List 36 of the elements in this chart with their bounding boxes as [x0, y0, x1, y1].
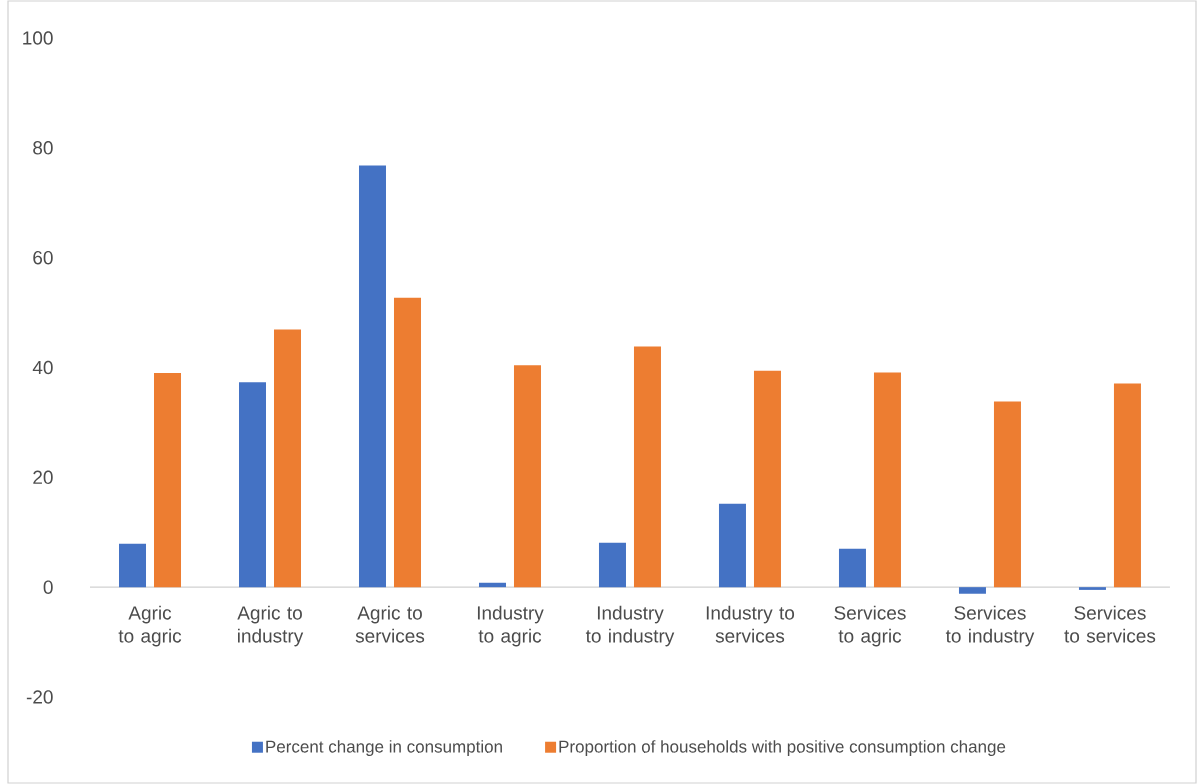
x-tick-label: Agric to agric	[118, 605, 182, 647]
bar	[1113, 383, 1141, 588]
bar	[358, 165, 386, 588]
x-tick-label: Services to agric	[834, 605, 906, 647]
x-tick-label: Services to services	[1064, 605, 1156, 643]
bar	[119, 543, 147, 588]
bar	[598, 542, 626, 588]
bar	[239, 382, 266, 588]
legend-label: Proportion of households with positive consumption change	[559, 740, 1006, 756]
y-tick-label: -20	[26, 690, 53, 704]
bar	[154, 372, 182, 588]
legend-label: Percent change in consumption	[266, 740, 502, 756]
bar	[393, 297, 421, 588]
bar	[513, 365, 541, 588]
bar	[718, 503, 746, 588]
y-tick-label: 100	[23, 31, 53, 45]
y-tick-label: 40	[32, 360, 53, 375]
y-tick-label: 80	[33, 141, 53, 155]
x-tick-label: Industry to industry	[585, 605, 675, 647]
y-tick-label: 0	[43, 580, 53, 594]
bar	[958, 587, 986, 594]
y-tick-label: 60	[33, 250, 53, 265]
bar	[478, 582, 506, 588]
y-tick-label: 20	[33, 470, 53, 485]
x-tick-label: Industry to agric	[477, 605, 544, 647]
x-tick-label: Industry to services	[706, 605, 795, 643]
x-tick-label: Agric to services	[355, 605, 425, 643]
bar	[993, 401, 1021, 588]
bar	[1078, 587, 1106, 590]
bar	[873, 372, 901, 588]
bar	[838, 548, 866, 588]
x-tick-label: Services to industry	[945, 605, 1035, 647]
bar	[633, 346, 661, 588]
x-tick-label: Agric to industry	[237, 605, 304, 647]
bar	[753, 370, 781, 588]
bar	[274, 329, 301, 588]
